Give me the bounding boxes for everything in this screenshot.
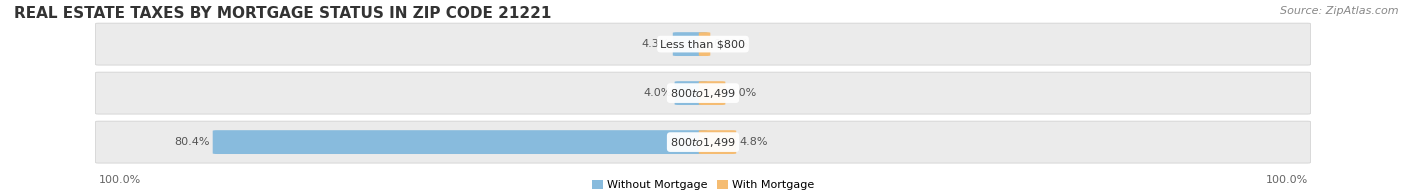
Text: 0.51%: 0.51% xyxy=(713,39,748,49)
Text: 100.0%: 100.0% xyxy=(1265,175,1308,185)
Text: 4.3%: 4.3% xyxy=(641,39,671,49)
Text: 80.4%: 80.4% xyxy=(174,137,209,147)
Legend: Without Mortgage, With Mortgage: Without Mortgage, With Mortgage xyxy=(592,180,814,191)
FancyBboxPatch shape xyxy=(699,81,725,105)
FancyBboxPatch shape xyxy=(675,81,707,105)
FancyBboxPatch shape xyxy=(699,130,737,154)
Text: REAL ESTATE TAXES BY MORTGAGE STATUS IN ZIP CODE 21221: REAL ESTATE TAXES BY MORTGAGE STATUS IN … xyxy=(14,6,551,21)
FancyBboxPatch shape xyxy=(673,32,707,56)
FancyBboxPatch shape xyxy=(699,32,710,56)
Text: 3.0%: 3.0% xyxy=(728,88,756,98)
FancyBboxPatch shape xyxy=(96,121,1310,163)
Text: Less than $800: Less than $800 xyxy=(661,39,745,49)
Text: 4.8%: 4.8% xyxy=(740,137,768,147)
Text: Source: ZipAtlas.com: Source: ZipAtlas.com xyxy=(1281,6,1399,16)
FancyBboxPatch shape xyxy=(96,72,1310,114)
FancyBboxPatch shape xyxy=(96,23,1310,65)
Text: $800 to $1,499: $800 to $1,499 xyxy=(671,87,735,100)
FancyBboxPatch shape xyxy=(212,130,707,154)
Text: $800 to $1,499: $800 to $1,499 xyxy=(671,136,735,149)
Text: 4.0%: 4.0% xyxy=(644,88,672,98)
Text: 100.0%: 100.0% xyxy=(98,175,141,185)
